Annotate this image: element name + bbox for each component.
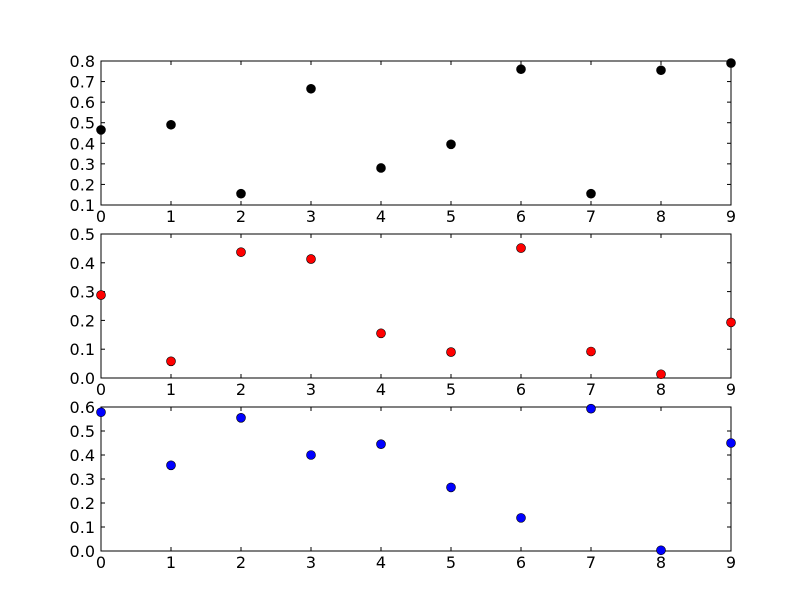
data-point (726, 58, 736, 68)
data-point (656, 65, 666, 76)
x-tick-label: 4 (376, 380, 386, 399)
y-tick-label: 0.0 (70, 542, 95, 561)
data-point (726, 317, 736, 328)
y-tick-label: 0.4 (70, 446, 95, 465)
data-point (726, 438, 736, 448)
y-tick-label: 0.8 (70, 52, 95, 71)
data-point (586, 188, 596, 199)
x-tick-label: 7 (586, 553, 596, 572)
x-tick-label: 8 (656, 380, 666, 399)
y-tick-label: 0.1 (70, 518, 95, 537)
x-tick-label: 0 (96, 553, 106, 572)
y-tick-label: 0.5 (70, 114, 95, 133)
x-tick-label: 3 (306, 207, 316, 226)
y-tick-label: 0.5 (70, 225, 95, 244)
x-tick-label: 3 (306, 553, 316, 572)
y-tick-label: 0.5 (70, 422, 95, 441)
data-point (516, 243, 526, 253)
x-tick-label: 9 (726, 380, 736, 399)
y-tick-label: 0.2 (70, 494, 95, 513)
x-tick-label: 4 (376, 553, 386, 572)
y-tick-label: 0.4 (70, 254, 95, 273)
data-point (306, 450, 316, 460)
x-tick-label: 6 (516, 380, 526, 399)
data-point (236, 412, 246, 423)
axes-frame (100, 233, 732, 379)
subplot-2: 0 1 2 3 4 5 6 7 8 9 0.0 0.1 0.2 0.3 0.4 0.5 (70, 225, 737, 399)
x-tick-label: 2 (236, 553, 246, 572)
x-tick-label: 1 (166, 553, 176, 572)
data-point (516, 513, 526, 523)
data-point (166, 460, 176, 471)
axes-frame (100, 60, 732, 206)
x-tick-label: 6 (516, 553, 526, 572)
data-point (96, 407, 106, 418)
x-tick-label: 5 (446, 207, 456, 226)
data-point (376, 163, 386, 173)
x-tick-label: 3 (306, 380, 316, 399)
x-tick-label: 2 (236, 207, 246, 226)
y-tick-label: 0.2 (70, 311, 95, 330)
x-tick-label: 2 (236, 380, 246, 399)
x-tick-label: 8 (656, 553, 666, 572)
x-tick-label: 9 (726, 207, 736, 226)
y-tick-label: 0.1 (70, 196, 95, 215)
data-point (446, 347, 456, 357)
y-tick-label: 0.1 (70, 340, 95, 359)
x-tick-label: 7 (586, 380, 596, 399)
x-tick-label: 5 (446, 553, 456, 572)
x-tick-label: 0 (96, 380, 106, 399)
data-point (96, 125, 106, 135)
data-point (446, 139, 456, 150)
y-tick-label: 0.3 (70, 283, 95, 302)
y-tick-label: 0.6 (70, 93, 95, 112)
data-point (96, 290, 106, 300)
y-tick-label: 0.3 (70, 155, 95, 174)
data-point (236, 188, 246, 199)
x-tick-label: 4 (376, 207, 386, 226)
subplot-3: 0 1 2 3 4 5 6 7 8 9 0.0 0.1 0.2 0.3 0.4 0.5 0.6 (70, 398, 737, 572)
data-point (586, 346, 596, 357)
data-point (516, 64, 526, 75)
y-tick-label: 0.0 (70, 369, 95, 388)
data-point (446, 482, 456, 493)
subplot-1: 0 1 2 3 4 5 6 7 8 9 0.1 0.20.3 0.40.5 0.60.7 0.8 (70, 52, 737, 226)
x-tick-label: 1 (166, 207, 176, 226)
data-point (376, 439, 386, 450)
data-point (376, 328, 386, 339)
x-tick-label: 1 (166, 380, 176, 399)
x-tick-label: 6 (516, 207, 526, 226)
data-point (236, 247, 246, 257)
data-point (306, 83, 316, 94)
y-tick-label: 0.6 (70, 398, 95, 417)
data-point (586, 403, 596, 414)
y-tick-label: 0.7 (70, 73, 95, 92)
data-point (166, 119, 176, 130)
x-tick-label: 7 (586, 207, 596, 226)
x-tick-label: 9 (726, 553, 736, 572)
data-point (656, 369, 666, 380)
data-point (166, 356, 176, 367)
x-tick-label: 0 (96, 207, 106, 226)
y-tick-label: 0.3 (70, 470, 95, 489)
data-point (656, 545, 666, 556)
y-tick-label: 0.2 (70, 175, 95, 194)
data-point (306, 254, 316, 264)
x-tick-label: 8 (656, 207, 666, 226)
y-tick-label: 0.4 (70, 134, 95, 153)
axes-frame (100, 406, 732, 552)
x-tick-label: 5 (446, 380, 456, 399)
